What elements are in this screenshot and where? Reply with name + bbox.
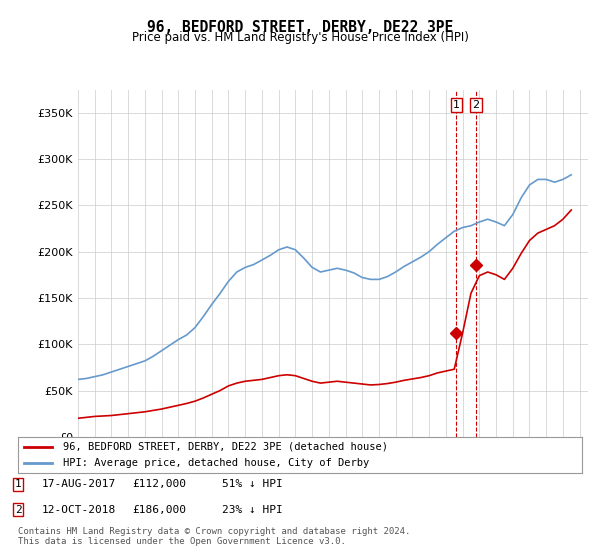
Text: 2: 2 [472, 100, 479, 110]
Text: 17-AUG-2017: 17-AUG-2017 [42, 479, 116, 489]
Text: 2: 2 [14, 505, 22, 515]
Text: Contains HM Land Registry data © Crown copyright and database right 2024.
This d: Contains HM Land Registry data © Crown c… [18, 526, 410, 546]
Text: 96, BEDFORD STREET, DERBY, DE22 3PE: 96, BEDFORD STREET, DERBY, DE22 3PE [147, 20, 453, 35]
Text: 12-OCT-2018: 12-OCT-2018 [42, 505, 116, 515]
Text: HPI: Average price, detached house, City of Derby: HPI: Average price, detached house, City… [63, 458, 370, 468]
Text: 96, BEDFORD STREET, DERBY, DE22 3PE (detached house): 96, BEDFORD STREET, DERBY, DE22 3PE (det… [63, 442, 388, 452]
Text: £112,000: £112,000 [132, 479, 186, 489]
Text: 1: 1 [453, 100, 460, 110]
Text: 23% ↓ HPI: 23% ↓ HPI [222, 505, 283, 515]
Text: £186,000: £186,000 [132, 505, 186, 515]
Text: Price paid vs. HM Land Registry's House Price Index (HPI): Price paid vs. HM Land Registry's House … [131, 31, 469, 44]
Text: 1: 1 [14, 479, 22, 489]
Text: 51% ↓ HPI: 51% ↓ HPI [222, 479, 283, 489]
